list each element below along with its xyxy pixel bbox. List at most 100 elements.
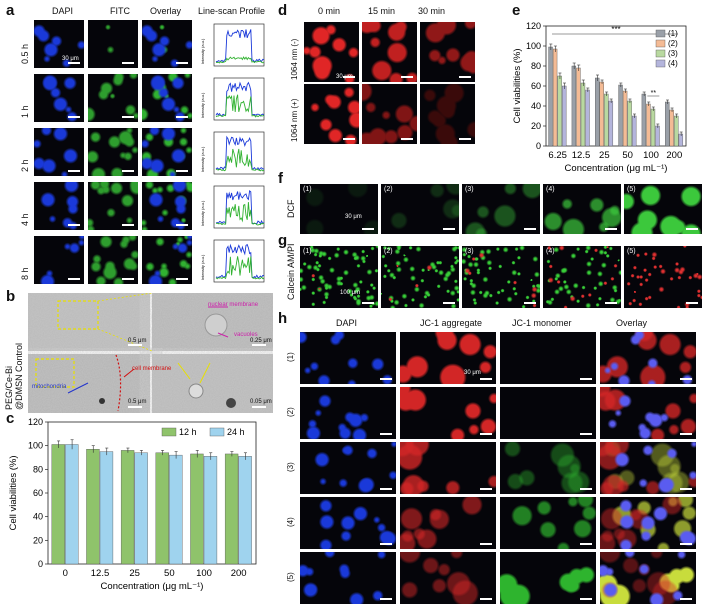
scale-b-3: 0.5 μm <box>128 399 147 405</box>
d-img-0-0 <box>304 22 359 82</box>
f-tile-0: (1) <box>300 184 378 234</box>
y-tick-label: 120 <box>526 21 541 31</box>
g-scale-label: 100 μm <box>340 290 361 296</box>
scale-bar <box>480 433 492 435</box>
x-tick-label: 200 <box>666 150 682 161</box>
a-dapi-1 <box>34 74 84 122</box>
bar-(2)-12.5 <box>576 67 581 147</box>
bar-(1)-100 <box>641 93 647 147</box>
scale-bar <box>401 138 413 140</box>
f-tile-3: (4) <box>543 184 621 234</box>
legend-swatch-0 <box>655 29 666 38</box>
x-tick-label: 12.5 <box>572 150 591 161</box>
bar-12 h-200 <box>224 453 239 565</box>
h-col-dapi: DAPI <box>336 318 358 328</box>
row-label-0: 0.5 h <box>20 43 30 64</box>
scale-bar <box>480 543 492 545</box>
bar-(2)-25 <box>599 81 604 147</box>
line-scan-profile-1: Intensity (a.u.) <box>200 77 265 121</box>
scale-bar <box>580 488 592 490</box>
y-axis-label: Cell viabilities (%) <box>512 49 523 124</box>
legend-swatch-12 h <box>161 427 177 437</box>
x-axis-label: Concentration (μg mL⁻¹) <box>101 581 204 592</box>
scale-bar <box>343 138 355 140</box>
legend-swatch-3 <box>655 59 666 68</box>
h-row-0: (1) <box>286 352 295 362</box>
annot-cell-membrane: cell membrane <box>132 366 172 372</box>
h-col-jc1-monomer: JC-1 monomer <box>512 318 572 328</box>
h-img-0-2 <box>500 332 596 384</box>
f-tile-label-4: (5) <box>627 186 636 193</box>
bar-24 h-100 <box>203 456 218 565</box>
bar-(4)-200 <box>678 133 684 147</box>
scale-bar <box>605 228 617 230</box>
d-col-0: 0 min <box>318 6 341 16</box>
x-axis-label: Concentration (μg mL⁻¹) <box>565 163 668 174</box>
scale-bar <box>362 228 374 230</box>
x-tick-label: 100 <box>643 150 659 161</box>
row-label-calcein: Calcein AM/PI <box>286 243 296 300</box>
row-label-2: 2 h <box>20 159 30 172</box>
col-header-linescan: Line-scan Profile <box>198 6 266 16</box>
bar-(3)-25 <box>604 93 609 147</box>
scale-bar <box>459 76 471 78</box>
scale-bar <box>480 598 492 600</box>
bar-24 h-25 <box>134 452 148 565</box>
d-img-0-1 <box>362 22 417 82</box>
bar-12 h-25 <box>120 450 135 565</box>
annot-vacuoles: vacuoles <box>234 332 258 338</box>
scale-bar <box>480 378 492 380</box>
a-dapi-3 <box>34 182 84 230</box>
scale-bar <box>176 116 188 118</box>
scale-b-1: 0.5 μm <box>128 338 147 344</box>
legend-label-2: (3) <box>668 49 678 58</box>
bar-(1)-200 <box>665 101 670 147</box>
y-tick-label: 40 <box>33 512 43 522</box>
a-overlay-1 <box>142 74 192 122</box>
scale-bar <box>459 138 471 140</box>
y-tick-label: 80 <box>33 464 43 474</box>
scale-bar <box>362 302 374 304</box>
col-header-overlay: Overlay <box>150 6 182 16</box>
scale-bar <box>680 543 692 545</box>
scale-bar <box>380 598 392 600</box>
scale-bar <box>176 62 188 64</box>
col-header-fitc: FITC <box>110 6 130 16</box>
bar-(3)-12.5 <box>580 82 586 147</box>
f-tile-label-2: (3) <box>465 186 474 193</box>
bar-(2)-100 <box>646 103 651 147</box>
d-row-1: 1064 nm (+) <box>290 98 299 142</box>
scale-bar <box>68 278 80 280</box>
y-tick-label: 100 <box>526 41 541 51</box>
x-tick-label: 100 <box>196 568 212 579</box>
a-fitc-3 <box>88 182 138 230</box>
f-tile-label-0: (1) <box>303 186 312 193</box>
g-tile-label-2: (3) <box>465 248 474 255</box>
h-img-4-0 <box>300 552 396 604</box>
h-row-3: (4) <box>286 517 295 527</box>
scale-bar <box>176 170 188 172</box>
scale-bar <box>680 378 692 380</box>
scale-b-2: 0.25 μm <box>250 338 272 344</box>
h-img-2-2 <box>500 442 596 494</box>
bar-(4)-6.25 <box>562 85 567 147</box>
scale-bar <box>176 278 188 280</box>
f-tile-1: (2) <box>381 184 459 234</box>
row-label-3: 4 h <box>20 213 30 226</box>
bar-24 h-0 <box>65 444 79 565</box>
scale-bar <box>605 302 617 304</box>
f-tile-4: (5) <box>624 184 702 234</box>
svg-text:Intensity (a.u.): Intensity (a.u.) <box>200 200 205 226</box>
bar-(4)-25 <box>608 100 614 147</box>
g-tile-label-3: (4) <box>546 248 555 255</box>
annot-mitochondria: mitochondria <box>32 384 67 390</box>
h-img-4-3 <box>600 552 696 604</box>
legend-swatch-1 <box>655 39 666 48</box>
legend-label-3: (4) <box>668 59 678 68</box>
scale-bar <box>68 224 80 226</box>
d-img-1-1 <box>362 84 417 144</box>
a-fitc-1 <box>88 74 138 122</box>
panel-label-d: d <box>278 2 288 19</box>
bar-(3)-50 <box>627 100 632 147</box>
line-scan-profile-2: Intensity (a.u.) <box>200 131 265 175</box>
